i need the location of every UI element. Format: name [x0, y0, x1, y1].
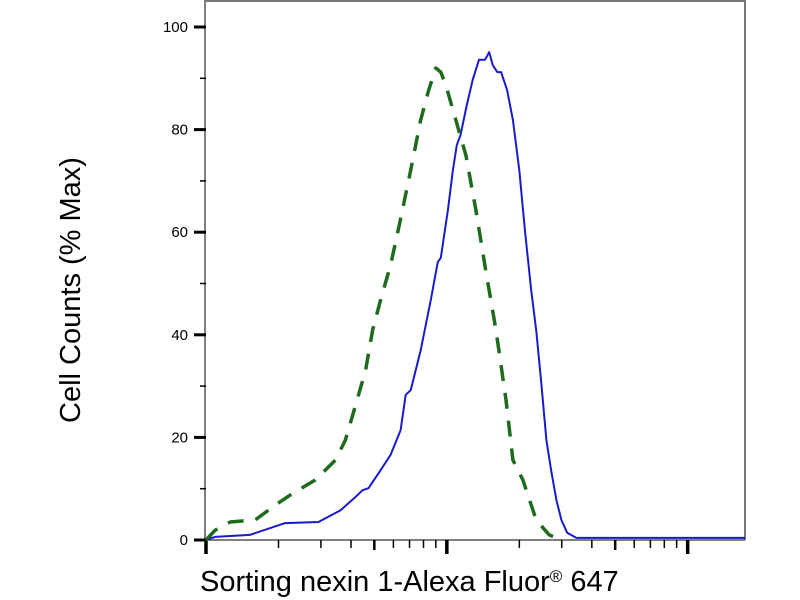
series-group	[204, 51, 745, 542]
solid-histogram-line	[205, 51, 745, 541]
plot-frame	[204, 0, 746, 541]
y-tick-label: 0	[180, 532, 188, 549]
y-tick-label: 100	[163, 19, 188, 36]
y-tick-label: 20	[171, 429, 188, 446]
y-tick-label: 80	[171, 122, 188, 139]
y-tick-label: 40	[171, 327, 188, 344]
y-axis-title: Cell Counts (% Max)	[55, 157, 87, 423]
x-axis-title-suffix: 647	[562, 566, 618, 598]
registered-mark: ®	[550, 567, 563, 586]
x-axis	[204, 540, 690, 554]
dashed-histogram-line	[204, 66, 563, 542]
y-tick-label: 60	[171, 224, 188, 241]
y-axis: 0 20 40 60 80 100	[163, 19, 206, 549]
x-axis-title-main: Sorting nexin 1-Alexa Fluor	[200, 566, 550, 598]
x-axis-title: Sorting nexin 1-Alexa Fluor® 647	[200, 566, 619, 598]
